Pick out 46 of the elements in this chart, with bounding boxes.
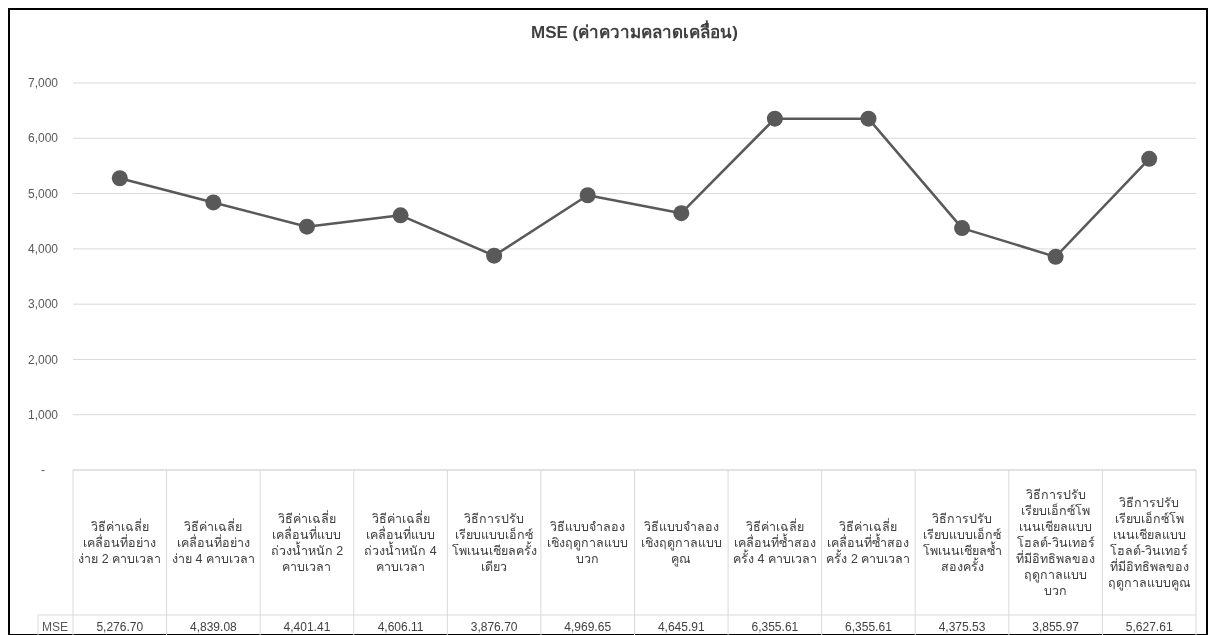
x-tick-label: วิธีการปรับเรียบแบบเอ็กซ์โพเนนเชียลครั้งเดียว xyxy=(450,510,538,575)
point xyxy=(298,218,315,235)
y-tick-label: - xyxy=(41,463,45,478)
x-tick-label: วิธีค่าเฉลี่ยเคลื่อนที่แบบถ่วงน้ำหนัก 2 คาบเวลา xyxy=(269,510,345,575)
y-tick-label: 2,000 xyxy=(27,352,59,367)
x-tick-label: วิธีค่าเฉลี่ยเคลื่อนที่ซ้ำสองครั้ง 2 คาบเวลา xyxy=(825,518,912,567)
point xyxy=(1141,150,1158,167)
y-tick-label: 3,000 xyxy=(27,297,59,312)
y-tick-label: 1,000 xyxy=(27,407,59,422)
x-tick-label: วิธีการปรับเรียบเอ็กซ์โพเนนเชียลแบบโฮลต์-วินเทอร์ที่มีอิทธิพลของฤดูกาลแบบคูณ xyxy=(1106,494,1192,591)
y-tick-label: 7,000 xyxy=(27,76,59,91)
data-label: 3,855.97 xyxy=(1032,619,1080,634)
point xyxy=(954,220,971,237)
x-tick-label: วิธีการปรับเรียบแบบเอ็กซ์โพเนนเชียลซ้ำสองครั้ง xyxy=(921,510,1003,575)
y-tick-label: 6,000 xyxy=(27,131,59,146)
point xyxy=(766,110,783,127)
point xyxy=(392,207,409,224)
data-label: 4,375.53 xyxy=(938,619,986,634)
x-tick-label: วิธีค่าเฉลี่ยเคลื่อนที่อย่างง่าย 4 คาบเวลา xyxy=(170,518,256,567)
point xyxy=(1047,248,1064,265)
x-tick-label: วิธีค่าเฉลี่ยเคลื่อนที่ซ้ำสองครั้ง 4 คาบเวลา xyxy=(731,518,818,567)
data-label: 4,645.91 xyxy=(657,619,705,634)
x-tick-label: วิธีแบบจำลองเชิงฤดูกาลแบบคูณ xyxy=(639,518,723,567)
data-label: 6,355.61 xyxy=(751,619,799,634)
data-label: 3,876.70 xyxy=(470,619,518,634)
point xyxy=(205,194,222,211)
point xyxy=(486,247,503,264)
data-label: 4,606.11 xyxy=(377,619,424,634)
point xyxy=(673,205,690,222)
data-label: 5,627.61 xyxy=(1125,619,1173,634)
text: MSE xyxy=(41,619,69,634)
data-label: 6,355.61 xyxy=(845,619,893,634)
chart-title: MSE (ค่าความคลาดเคลื่อน) xyxy=(531,20,738,42)
data-label: 5,276.70 xyxy=(96,619,144,634)
x-tick-label: วิธีค่าเฉลี่ยเคลื่อนที่แบบถ่วงน้ำหนัก 4 คาบเวลา xyxy=(363,510,438,575)
data-label: 4,839.08 xyxy=(190,619,238,634)
point xyxy=(579,187,596,204)
data-label: 4,969.65 xyxy=(564,619,612,634)
point xyxy=(860,110,877,127)
point xyxy=(111,170,128,187)
x-tick-label: วิธีค่าเฉลี่ยเคลื่อนที่อย่างง่าย 2 คาบเวลา xyxy=(77,518,163,567)
x-tick-label: วิธีการปรับเรียบเอ็กซ์โพเนนเชียลแบบโฮลต์-วินเทอร์ที่มีอิทธิพลของฤดูกาลแบบบวก xyxy=(1015,486,1097,599)
data-label: 4,401.41 xyxy=(283,619,331,634)
x-tick-label: วิธีแบบจำลองเชิงฤดูกาลแบบบวก xyxy=(546,518,630,567)
y-tick-label: 5,000 xyxy=(27,186,59,201)
y-tick-label: 4,000 xyxy=(27,242,59,257)
